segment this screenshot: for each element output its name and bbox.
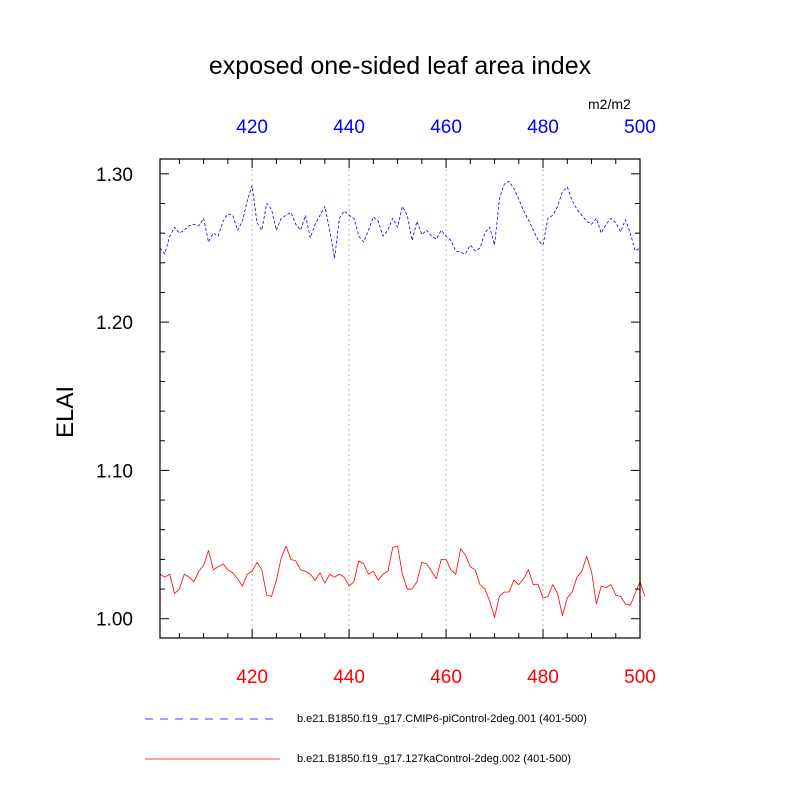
x-tick-label-bottom-460: 460 — [430, 667, 462, 688]
x-tick-label-top-480: 480 — [527, 117, 559, 138]
x-tick-label-bottom-420: 420 — [236, 667, 268, 688]
y-tick-label-3: 1.30 — [96, 165, 133, 186]
legend — [145, 718, 280, 760]
y-axis-label: ELAI — [52, 385, 79, 439]
x-tick-label-bottom-440: 440 — [333, 667, 365, 688]
grid-lines — [251, 159, 544, 638]
series-line-1 — [159, 545, 646, 618]
series-layer — [159, 180, 646, 618]
x-tick-label-top-420: 420 — [236, 117, 268, 138]
x-tick-label-top-500: 500 — [624, 117, 656, 138]
legend-label-blue: b.e21.B1850.f19_g17.CMIP6-piControl-2deg… — [297, 713, 587, 725]
units-label: m2/m2 — [588, 96, 631, 112]
plot-frame — [159, 158, 641, 639]
y-tick-label-1: 1.10 — [96, 461, 133, 482]
series-line-0 — [159, 180, 641, 259]
y-tick-label-2: 1.20 — [96, 313, 133, 334]
axes: 420 420 440 440 460 460 480 480 500 500 1.00 1.10 1.… — [96, 117, 656, 688]
x-tick-label-top-460: 460 — [430, 117, 462, 138]
x-tick-label-bottom-500: 500 — [624, 667, 656, 688]
chart-title: exposed one-sided leaf area index — [208, 52, 592, 80]
x-tick-label-bottom-480: 480 — [527, 667, 559, 688]
y-tick-label-0: 1.00 — [96, 610, 133, 631]
x-tick-label-top-440: 440 — [333, 117, 365, 138]
legend-label-red: b.e21.B1850.f19_g17.127kaControl-2deg.00… — [297, 753, 571, 765]
